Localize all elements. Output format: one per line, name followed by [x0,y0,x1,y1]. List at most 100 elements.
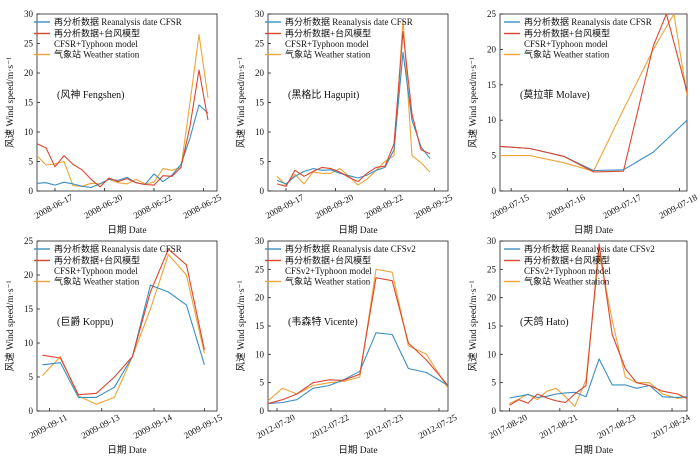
legend-entry-line: CFSR+Typhoon model [285,39,369,49]
x-tick-label: 2008-06-20 [82,192,124,221]
typhoon-name-label: (巨爵 Koppu) [57,315,113,328]
y-axis-label: 风速 Wind speed/m·s⁻¹ [468,280,479,371]
y-tick-label: 0 [29,406,34,416]
legend-entry-model: 再分析数据+台风模型 CFSR+Typhoon model [54,28,140,50]
legend-entry-reanalysis: 再分析数据 Reanalysis date CFSR [54,243,182,254]
y-tick-label: 25 [24,236,34,246]
y-tick-label: 5 [492,378,497,388]
legend-entry-reanalysis: 再分析数据 Reanalysis date CFSR [524,16,652,27]
x-tick-label: 2008-09-17 [264,192,306,221]
x-axis-label: 日期 Date [107,225,146,236]
typhoon-name-label: (韦森特 Vicente) [288,315,358,328]
y-tick-label: 25 [255,264,265,274]
x-tick-label: 2009-07-15 [489,192,531,221]
x-tick-label: 2017-08-23 [596,412,638,441]
typhoon-name-label: (莫拉菲 Molave) [520,88,590,101]
y-tick-label: 30 [24,9,34,19]
y-tick-label: 20 [487,44,497,54]
legend-entry-line: 再分析数据+台风模型 [524,255,610,266]
y-tick-label: 20 [487,293,497,303]
chart-panel-6: 0 5 10 15 20 25 30 2017-08-20 2017-08-21 2017-08-… [468,236,692,456]
y-tick-label: 0 [260,406,265,416]
y-tick-label: 5 [260,378,265,388]
y-tick-label: 5 [29,372,34,382]
x-tick-label: 2009-09-15 [182,412,224,441]
x-tick-label: 2009-07-17 [601,192,643,221]
x-axis-label: 日期 Date [107,445,146,456]
legend-entry-reanalysis: 再分析数据 Reanalysis date CFSv2 [285,243,416,254]
x-tick-label: 2012-07-22 [309,412,351,441]
x-tick-label: 2012-07-20 [255,412,297,441]
plot-frame [36,240,218,412]
legend-entry-reanalysis: 再分析数据 Reanalysis date CFSR [54,16,182,27]
legend-entry-line: CFSR+Typhoon model [54,266,138,276]
x-tick-label: 2017-08-24 [650,412,692,441]
series-line-model [276,31,431,187]
x-axis-label: 日期 Date [574,225,613,236]
y-tick-label: 15 [255,98,265,108]
series-line-model [500,14,687,173]
y-tick-label: 20 [24,68,34,78]
legend-entry-line: 再分析数据+台风模型 [54,28,140,39]
x-tick-label: 2008-06-22 [132,192,174,221]
y-tick-label: 25 [487,9,497,19]
y-tick-label: 10 [255,127,265,137]
y-tick-label: 0 [29,186,34,196]
x-tick-label: 2009-09-14 [132,412,174,441]
y-tick-label: 15 [255,321,265,331]
x-tick-label: 2009-09-11 [27,412,68,440]
y-tick-label: 5 [29,157,34,167]
y-tick-label: 0 [260,186,265,196]
legend-entry-line: CFSv2+Typhoon model [285,266,372,276]
y-tick-label: 20 [255,293,265,303]
plot-frame [499,13,688,192]
legend-entry-line: CFSR+Typhoon model [524,39,608,49]
x-tick-label: 2008-06-17 [33,192,75,221]
y-tick-label: 30 [487,236,497,246]
y-tick-label: 25 [255,39,265,49]
y-tick-label: 20 [255,68,265,78]
y-tick-label: 5 [492,151,497,161]
y-tick-label: 15 [24,304,34,314]
legend-entry-model: 再分析数据+台风模型 CFSv2+Typhoon model [524,255,611,277]
y-axis-label: 风速 Wind speed/m·s⁻¹ [236,280,247,371]
x-axis-label: 日期 Date [338,225,377,236]
legend-entry-line: 再分析数据+台风模型 [285,28,371,39]
y-tick-label: 10 [255,349,265,359]
series-line-model [42,248,205,396]
x-tick-label: 2008-09-25 [412,192,454,221]
legend-entry-station: 气象站 Weather station [524,276,610,287]
legend-entry-line: 再分析数据+台风模型 [285,255,371,266]
y-tick-label: 30 [255,9,265,19]
series-line-model [37,69,209,188]
series-line-reanalysis [500,119,687,172]
series-line-reanalysis [268,332,448,405]
chart-panel-5: 0 5 10 15 20 25 30 2012-07-20 2012-07-22 2012-07-… [236,236,459,456]
series-line-model [268,277,448,405]
chart-panel-1: 0 5 10 15 20 25 30 2008-06-17 2008-06-20 2008-06-… [5,9,223,236]
y-tick-label: 15 [24,98,34,108]
typhoon-name-label: (天鸽 Hato) [520,315,569,328]
legend-entry-station: 气象站 Weather station [54,276,140,287]
y-tick-label: 25 [487,264,497,274]
series-line-reanalysis [37,104,209,189]
y-tick-label: 15 [487,321,497,331]
legend-entry-station: 气象站 Weather station [524,49,610,60]
legend-entry-model: 再分析数据+台风模型 CFSR+Typhoon model [54,255,140,277]
series-line-station [268,268,448,402]
chart-panel-4: 0 5 10 15 20 25 2009-09-11 2009-09-13 2009-09-14… [5,236,224,456]
chart-panel-2: 0 5 10 15 20 25 30 2008-09-17 2008-09-20 2008-09-… [236,9,454,236]
legend-entry-model: 再分析数据+台风模型 CFSR+Typhoon model [285,28,371,50]
x-tick-label: 2012-07-23 [363,412,405,441]
y-axis-label: 风速 Wind speed/m·s⁻¹ [468,57,479,148]
y-tick-label: 10 [24,127,34,137]
y-axis-label: 风速 Wind speed/m·s⁻¹ [236,57,247,148]
y-tick-label: 0 [492,186,497,196]
y-tick-label: 25 [24,39,34,49]
legend-entry-model: 再分析数据+台风模型 CFSR+Typhoon model [524,28,610,50]
series-line-station [500,14,687,172]
x-tick-label: 2012-07-25 [417,412,459,441]
y-axis-label: 风速 Wind speed/m·s⁻¹ [5,57,16,148]
series-line-reanalysis [276,51,431,185]
